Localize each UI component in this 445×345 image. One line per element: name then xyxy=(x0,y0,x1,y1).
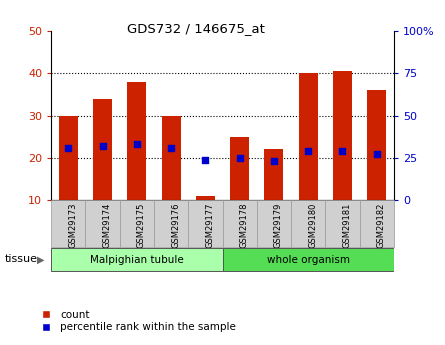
Bar xyxy=(51,248,223,271)
Bar xyxy=(93,99,112,200)
Bar xyxy=(85,200,120,247)
Point xyxy=(134,141,141,147)
Point xyxy=(202,157,209,162)
Bar xyxy=(51,200,85,247)
Point xyxy=(65,145,72,150)
Bar xyxy=(230,137,249,200)
Text: tissue: tissue xyxy=(4,255,37,264)
Bar xyxy=(299,73,318,200)
Text: Malpighian tubule: Malpighian tubule xyxy=(90,255,184,265)
Legend: count, percentile rank within the sample: count, percentile rank within the sample xyxy=(32,306,240,336)
Text: GSM29180: GSM29180 xyxy=(308,203,317,248)
Bar xyxy=(188,200,222,247)
Bar xyxy=(154,200,188,247)
Point xyxy=(271,158,278,164)
Bar xyxy=(196,196,215,200)
Bar xyxy=(367,90,386,200)
Text: GSM29174: GSM29174 xyxy=(103,203,112,248)
Text: GSM29177: GSM29177 xyxy=(206,203,214,248)
Bar xyxy=(127,82,146,200)
Bar xyxy=(264,149,283,200)
Bar xyxy=(333,71,352,200)
Text: GSM29175: GSM29175 xyxy=(137,203,146,248)
Bar xyxy=(222,248,394,271)
Point xyxy=(373,152,380,157)
Text: GDS732 / 146675_at: GDS732 / 146675_at xyxy=(127,22,265,36)
Bar xyxy=(291,200,325,247)
Text: ▶: ▶ xyxy=(37,255,44,264)
Point xyxy=(305,148,312,154)
Bar xyxy=(360,200,394,247)
Bar xyxy=(120,200,154,247)
Text: whole organism: whole organism xyxy=(267,255,350,265)
Bar xyxy=(59,116,78,200)
Point xyxy=(236,155,243,160)
Bar xyxy=(325,200,360,247)
Point xyxy=(99,143,106,149)
Bar xyxy=(257,200,291,247)
Text: GSM29178: GSM29178 xyxy=(239,203,249,248)
Text: GSM29173: GSM29173 xyxy=(69,203,77,248)
Bar xyxy=(222,200,257,247)
Text: GSM29179: GSM29179 xyxy=(274,203,283,248)
Point xyxy=(339,148,346,154)
Bar xyxy=(162,116,181,200)
Point xyxy=(168,145,175,150)
Text: GSM29176: GSM29176 xyxy=(171,203,180,248)
Text: GSM29181: GSM29181 xyxy=(343,203,352,248)
Text: GSM29182: GSM29182 xyxy=(376,203,386,248)
